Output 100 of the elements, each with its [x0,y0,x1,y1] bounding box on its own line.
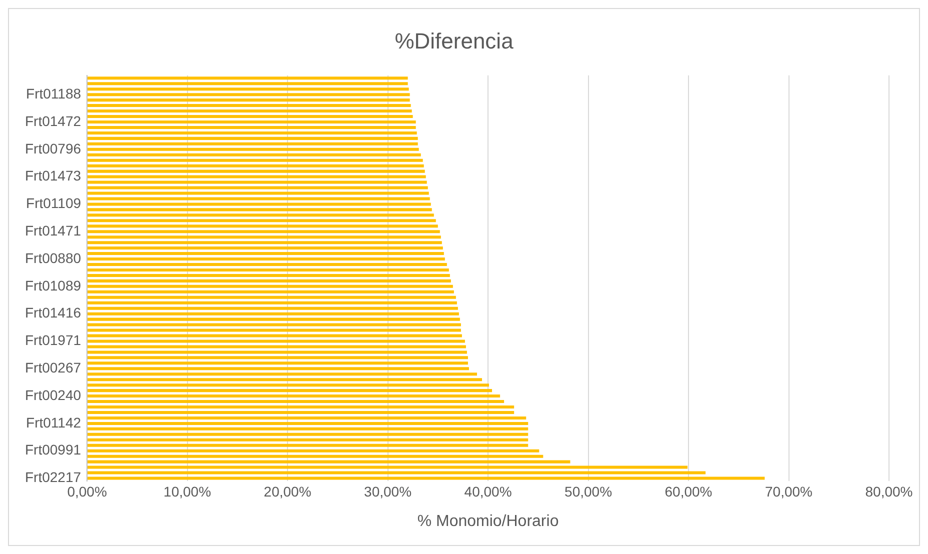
bar [88,268,449,272]
bar [88,274,450,277]
y-tick-label: Frt01416 [24,304,82,321]
bar [88,466,688,469]
bar [88,378,482,382]
bar [88,158,423,162]
bar [88,186,428,190]
bar [88,444,528,447]
bar [88,284,453,288]
bar [88,449,540,452]
bar [88,422,528,425]
bar [88,131,417,134]
bar [88,142,418,146]
bar [88,258,445,261]
bar [88,93,410,96]
bar [88,318,460,321]
x-tick-label: 70,00% [765,483,812,500]
bar [88,252,444,256]
bar [88,104,411,108]
x-tick-label: 10,00% [164,483,212,500]
bar [88,180,427,184]
bar [88,323,461,326]
bar [88,328,461,332]
bar [88,110,412,113]
bar [88,230,440,234]
bar [88,406,514,409]
bar [88,246,443,250]
bar [88,350,467,354]
chart-title: %Diferencia [394,28,514,54]
bar [88,192,429,195]
bar [88,416,526,420]
bar [88,384,490,387]
y-tick-label: Frt01473 [24,168,82,184]
bar [88,98,410,102]
bar [88,136,418,140]
y-tick-label: Frt00240 [24,386,82,403]
bar [88,410,514,414]
bar [88,120,416,124]
bar [88,460,570,464]
bar [88,367,469,370]
x-tick-label: 60,00% [664,483,712,500]
y-tick-label: Frt00796 [24,140,82,156]
bar [88,224,438,228]
bar [88,312,459,316]
bar [88,454,544,458]
bar [88,262,447,266]
x-tick-label: 80,00% [865,483,913,500]
y-tick-label: Frt01971 [24,332,82,348]
x-tick-label: 0,00% [67,483,107,500]
y-tick-label: Frt01109 [26,195,82,212]
bar [88,170,425,173]
y-tick-label: Frt01089 [24,277,82,294]
x-axis-title: % Monomio/Horario [417,512,559,530]
bar [88,153,421,156]
bar [88,279,451,282]
bar [88,427,528,430]
y-tick-label: Frt00880 [24,250,82,266]
bar [88,88,409,91]
bar [88,175,426,178]
x-tick-label: 30,00% [364,483,412,500]
bar [88,126,416,129]
bar [88,202,431,206]
bar [88,334,462,338]
bar [88,214,434,217]
bar [88,82,408,86]
bar [88,400,504,404]
y-tick-label: Frt01188 [26,85,82,102]
y-tick-label: Frt01471 [24,222,82,238]
bar [88,241,442,244]
bar [88,115,413,118]
bar [88,197,430,200]
bar [88,76,408,80]
y-tick-label: Frt01142 [26,414,82,430]
bar [88,471,706,474]
bar [88,290,454,294]
y-tick-label: Frt00991 [24,442,82,458]
bar [88,219,436,222]
bar [88,356,468,360]
bar [88,372,477,376]
bar [88,389,492,392]
x-tick-label: 40,00% [464,483,512,500]
x-tick-label: 50,00% [564,483,612,500]
bar [88,236,441,239]
bar [88,345,466,348]
bar [88,148,419,151]
bar [88,306,458,310]
bar [88,208,432,212]
bar [88,362,468,365]
bar [88,476,765,480]
bar [88,340,465,343]
y-tick-label: Frt01472 [24,112,82,129]
bar [88,438,528,442]
y-tick-label: Frt02217 [24,469,82,486]
bar [88,432,528,436]
x-tick-label: 20,00% [264,483,312,500]
bar [88,394,500,398]
bar [88,296,456,299]
bar [88,164,424,168]
y-tick-label: Frt00267 [24,359,82,376]
bar [88,301,457,304]
